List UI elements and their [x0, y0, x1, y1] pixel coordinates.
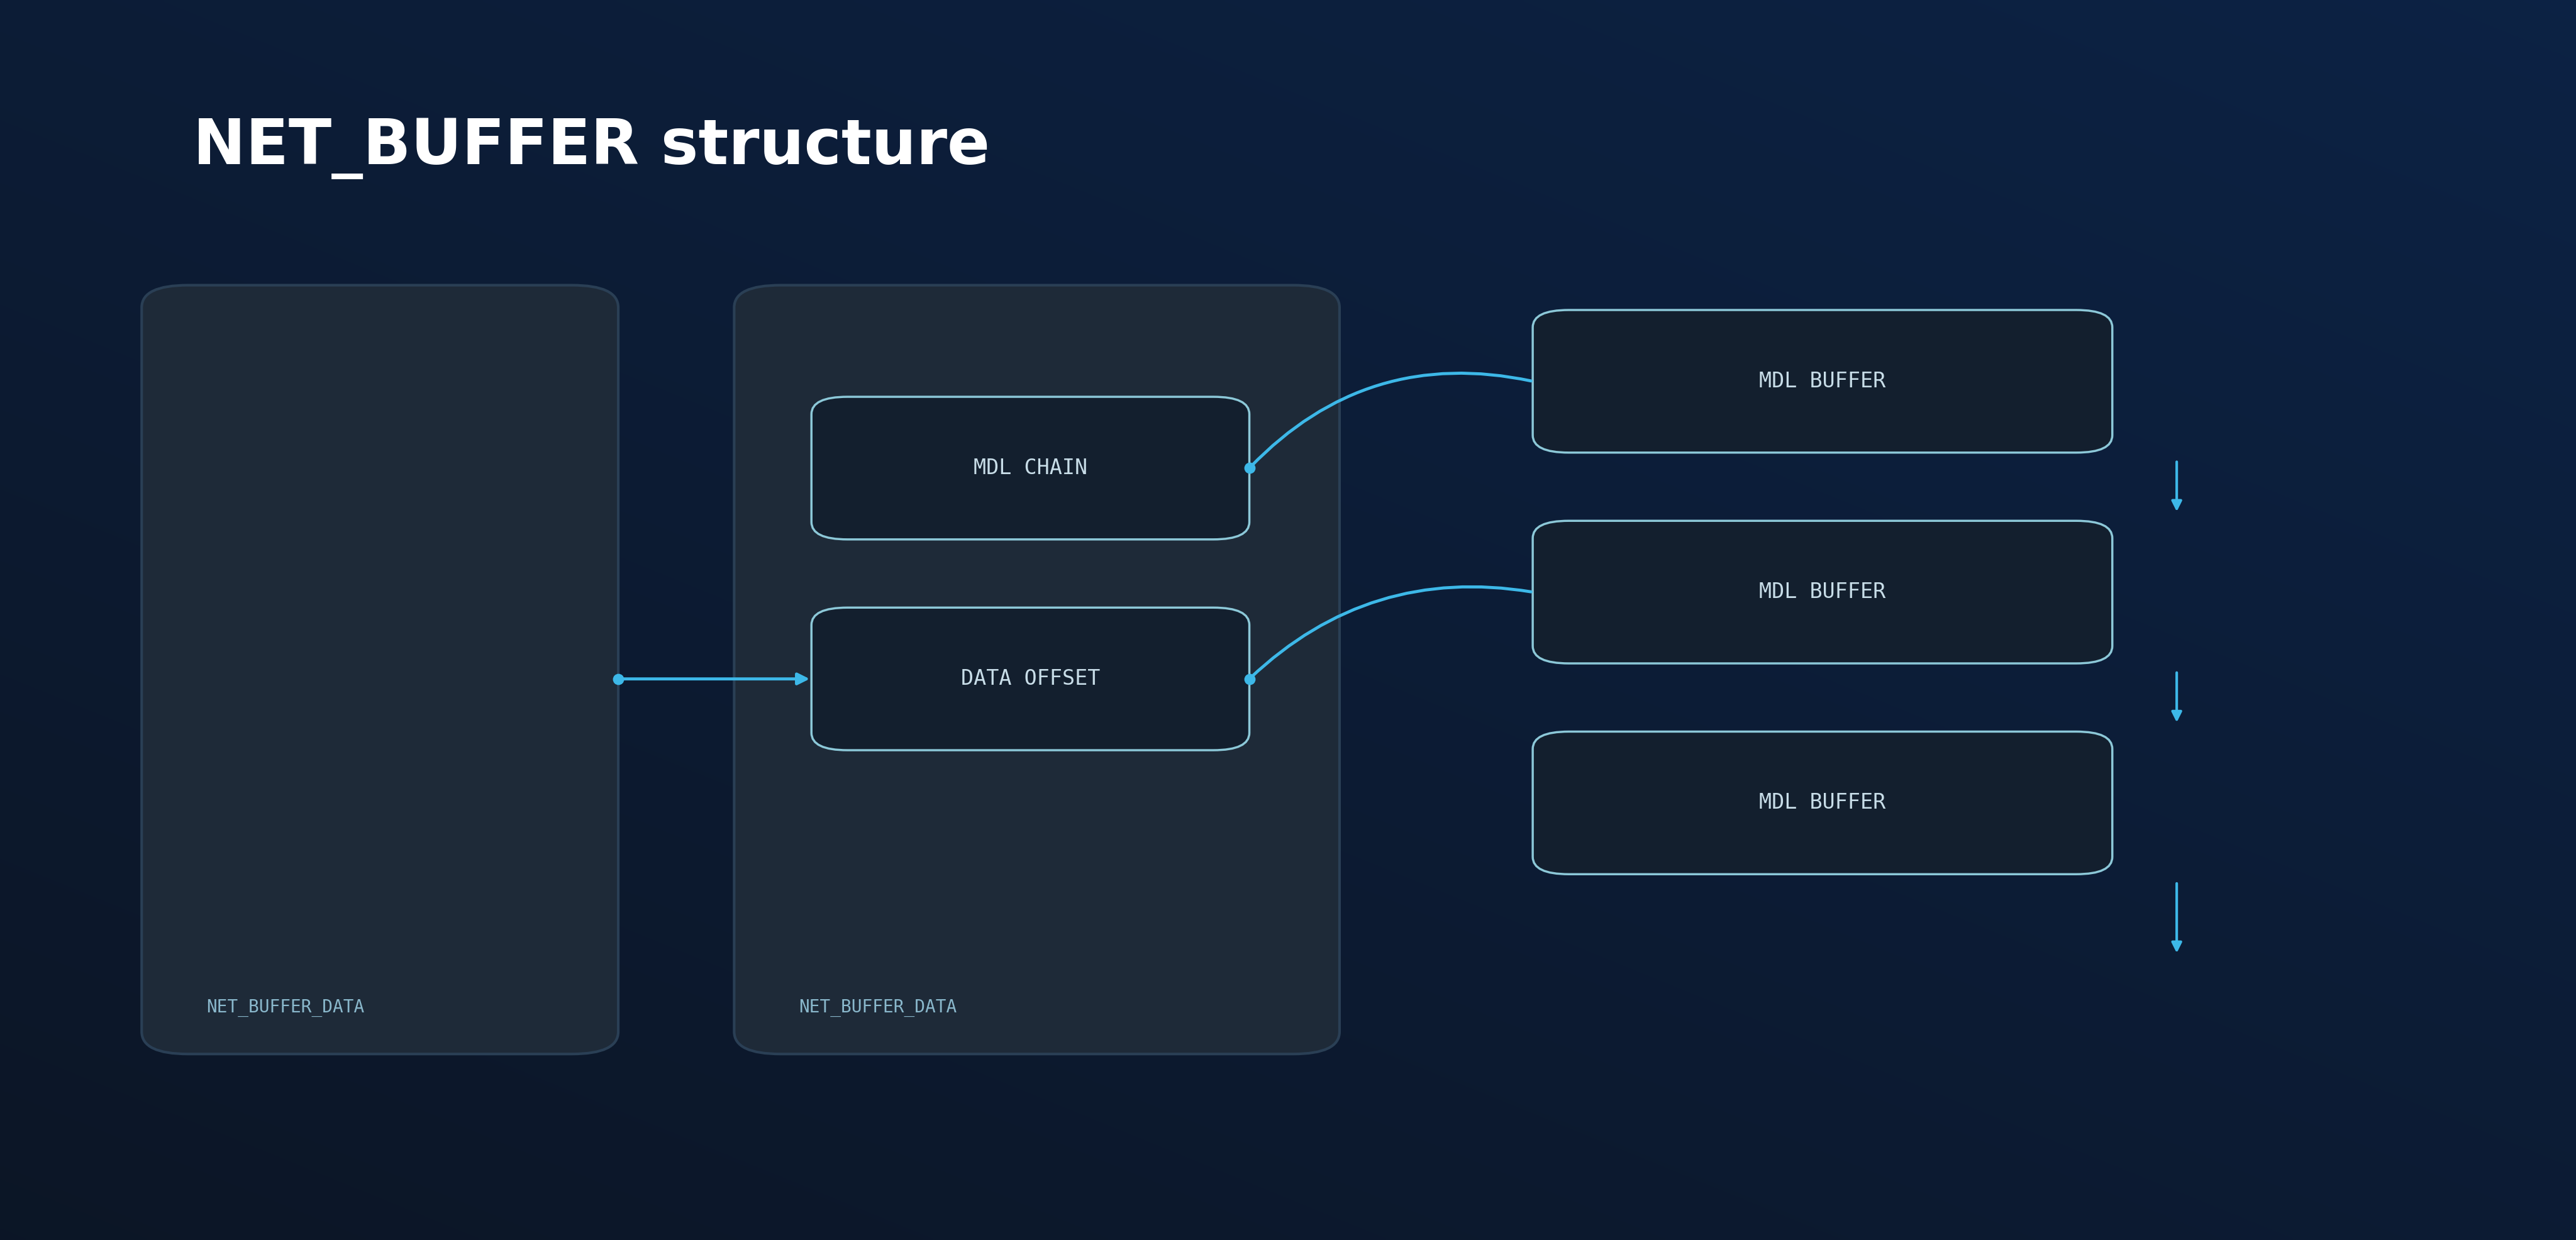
Text: MDL CHAIN: MDL CHAIN — [974, 458, 1087, 479]
FancyBboxPatch shape — [811, 608, 1249, 750]
Text: MDL BUFFER: MDL BUFFER — [1759, 371, 1886, 392]
Point — [598, 670, 639, 689]
Text: MDL BUFFER: MDL BUFFER — [1759, 582, 1886, 603]
FancyBboxPatch shape — [811, 397, 1249, 539]
Text: NET_BUFFER structure: NET_BUFFER structure — [193, 118, 989, 180]
Text: NET_BUFFER_DATA: NET_BUFFER_DATA — [799, 999, 956, 1017]
FancyBboxPatch shape — [1533, 521, 2112, 663]
Point — [1229, 459, 1270, 479]
FancyBboxPatch shape — [734, 285, 1340, 1054]
FancyBboxPatch shape — [1533, 310, 2112, 453]
FancyBboxPatch shape — [1533, 732, 2112, 874]
FancyBboxPatch shape — [142, 285, 618, 1054]
Point — [1229, 670, 1270, 689]
Text: NET_BUFFER_DATA: NET_BUFFER_DATA — [206, 999, 363, 1017]
Text: DATA OFFSET: DATA OFFSET — [961, 668, 1100, 689]
Text: MDL BUFFER: MDL BUFFER — [1759, 792, 1886, 813]
